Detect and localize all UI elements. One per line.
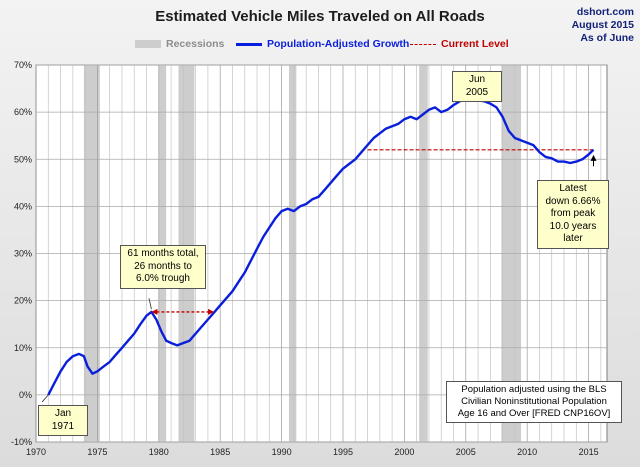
- callout-61-line2: 26 months to: [134, 260, 192, 272]
- callout-jan1971-text: Jan 1971: [51, 408, 75, 432]
- callout-jun2005-text: Jun 2005: [465, 74, 489, 98]
- callout-jan1971: Jan 1971: [38, 405, 88, 436]
- callout-61-line3: 6.0% trough: [136, 273, 190, 284]
- y-tick-label: 70%: [14, 60, 32, 70]
- source-block: dshort.com August 2015 As of June: [572, 6, 634, 45]
- y-tick-label: 10%: [14, 343, 32, 353]
- x-tick-label: 1980: [149, 447, 169, 457]
- legend-current: Current Level: [410, 38, 509, 50]
- legend-growth-label: Population-Adjusted Growth: [267, 38, 410, 50]
- note-line2: Civilian Noninstitutional Population: [461, 396, 607, 407]
- x-tick-label: 1990: [272, 447, 292, 457]
- latest-arrow-head: [590, 154, 597, 161]
- y-tick-label: -10%: [11, 437, 32, 447]
- legend-current-label: Current Level: [441, 38, 509, 50]
- callout-latest-line2: down 6.66%: [545, 195, 601, 207]
- legend-growth: Population-Adjusted Growth: [236, 38, 409, 50]
- span-arrow-head-left: [151, 308, 158, 315]
- x-tick-label: 1985: [210, 447, 230, 457]
- callout-latest-line1: Latest: [559, 183, 587, 194]
- x-tick-label: 2005: [456, 447, 476, 457]
- x-tick-label: 2000: [394, 447, 414, 457]
- y-tick-label: 40%: [14, 201, 32, 211]
- y-tick-label: 0%: [19, 390, 32, 400]
- legend-recessions: Recessions: [135, 38, 224, 50]
- population-note: Population adjusted using the BLS Civili…: [446, 381, 622, 423]
- current-level-swatch: [410, 43, 436, 45]
- note-line3: Age 16 and Over [FRED CNP16OV]: [457, 408, 611, 419]
- recession-swatch: [135, 40, 161, 48]
- y-tick-label: 30%: [14, 249, 32, 259]
- y-tick-label: 50%: [14, 154, 32, 164]
- x-tick-label: 1975: [87, 447, 107, 457]
- callout-61-line1: 61 months total,: [127, 248, 199, 259]
- connector-61: [148, 298, 152, 310]
- callout-latest-line4: 10.0 years later: [549, 220, 597, 245]
- note-line1: Population adjusted using the BLS: [461, 384, 607, 395]
- x-tick-label: 2010: [517, 447, 537, 457]
- source-date: August 2015: [571, 19, 634, 31]
- legend: Recessions Population-Adjusted Growth Cu…: [0, 38, 640, 54]
- span-arrow-head-right: [208, 308, 215, 315]
- source-site: dshort.com: [576, 6, 634, 18]
- source-asof: As of June: [580, 32, 634, 44]
- legend-recessions-label: Recessions: [166, 38, 225, 50]
- callout-61-months: 61 months total, 26 months to 6.0% troug…: [120, 245, 206, 289]
- callout-latest-line3: from peak: [550, 208, 596, 219]
- series-line: [47, 97, 595, 396]
- growth-swatch: [236, 42, 262, 46]
- y-tick-label: 60%: [14, 107, 32, 117]
- x-tick-label: 2015: [579, 447, 599, 457]
- callout-jun2005: Jun 2005: [452, 71, 502, 102]
- x-tick-label: 1995: [333, 447, 353, 457]
- y-tick-label: 20%: [14, 296, 32, 306]
- x-tick-label: 1970: [26, 447, 46, 457]
- connector-jan1971: [41, 394, 49, 403]
- callout-latest: Latest down 6.66% from peak 10.0 years l…: [537, 180, 609, 249]
- chart-title: Estimated Vehicle Miles Traveled on All …: [155, 8, 485, 25]
